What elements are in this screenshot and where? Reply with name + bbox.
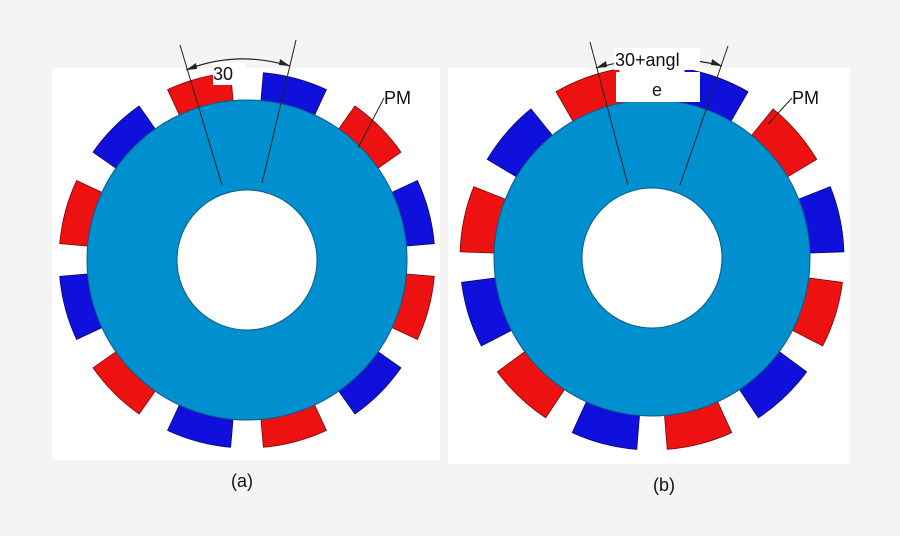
angle-label-b-line1-bg <box>614 48 700 70</box>
dimension-arc-a <box>185 58 291 71</box>
angle-label-a: 30 <box>213 64 233 84</box>
dimension-line-b-left <box>589 41 629 186</box>
dimension-line-b-right <box>679 45 729 186</box>
shaft-bore-a <box>176 189 318 331</box>
panel-a: 30 PM (a) <box>52 39 440 491</box>
dimension-line-a-left <box>179 44 223 186</box>
angle-label-a-bg <box>213 63 245 85</box>
pm-label-a: PM <box>384 88 411 108</box>
dimension-arrow-a-left <box>186 63 197 70</box>
dimension-line-a-right <box>261 39 297 184</box>
dimension-arrow-b-left <box>596 61 607 68</box>
angle-label-b-line2: e <box>652 80 662 100</box>
pm-label-b: PM <box>792 88 819 108</box>
angle-label-b-bg <box>616 72 700 102</box>
angle-label-b-line1: 30+angl <box>615 50 680 70</box>
panel-b: 30+angl e PM (b) <box>448 41 850 495</box>
shaft-bore-b <box>581 187 723 329</box>
pm-leader-b <box>767 97 793 125</box>
pm-leader-a <box>357 97 385 149</box>
dimension-arrow-b-right <box>711 59 722 66</box>
caption-a: (a) <box>231 471 253 491</box>
dimension-arrow-a-right <box>279 59 290 66</box>
caption-b: (b) <box>653 475 675 495</box>
